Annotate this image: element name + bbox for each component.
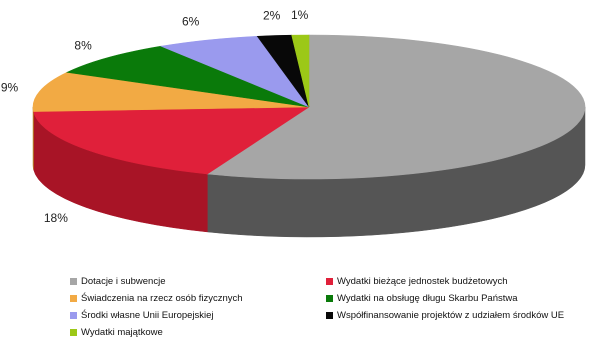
legend-swatch (70, 277, 77, 285)
legend-label: Wydatki na obsługę długu Skarbu Państwa (337, 292, 518, 304)
legend-item: Wydatki majątkowe (70, 325, 163, 339)
pie-slice (66, 45, 310, 108)
data-label: 2% (263, 9, 281, 23)
legend-item: Wydatki na obsługę długu Skarbu Państwa (326, 291, 518, 305)
legend-label: Wydatki bieżące jednostek budżetowych (337, 275, 508, 287)
data-label: 1% (291, 8, 309, 22)
pie-chart: 56%18%9%8%6%2%1% (1, 8, 586, 238)
legend-label: Świadczenia na rzecz osób fizycznych (81, 292, 243, 304)
pie-slice-side (32, 106, 34, 170)
data-label: 9% (1, 80, 19, 94)
chart-legend: Dotacje i subwencje Wydatki bieżące jedno… (0, 268, 594, 343)
legend-swatch (326, 294, 333, 302)
legend-swatch (70, 294, 77, 302)
data-label: 6% (182, 14, 200, 28)
data-label: 8% (74, 38, 92, 52)
legend-swatch (70, 328, 77, 336)
pie-chart-svg: 56%18%9%8%6%2%1% (1, 8, 586, 238)
pie-slice (33, 106, 311, 175)
legend-label: Środki własne Unii Europejskiej (81, 309, 214, 321)
pie-tops (32, 34, 586, 180)
pie-slice (291, 34, 310, 108)
legend-item: Współfinansowanie projektów z udziałem ś… (326, 308, 564, 322)
legend-label: Dotacje i subwencje (81, 275, 166, 287)
legend-swatch (326, 277, 333, 285)
legend-label: Wydatki majątkowe (81, 326, 163, 338)
legend-label: Współfinansowanie projektów z udziałem ś… (337, 309, 565, 321)
pie-slice (206, 34, 586, 180)
legend-swatch (70, 311, 77, 319)
legend-item: Dotacje i subwencje (70, 274, 166, 288)
legend-swatch (326, 311, 333, 319)
data-label: 18% (44, 211, 68, 225)
pie-slice (32, 72, 310, 112)
pie-labels: 56%18%9%8%6%2%1% (1, 8, 309, 225)
legend-item: Świadczenia na rzecz osób fizycznych (70, 291, 243, 305)
legend-item: Wydatki bieżące jednostek budżetowych (326, 274, 507, 288)
legend-item: Środki własne Unii Europejskiej (70, 308, 214, 322)
